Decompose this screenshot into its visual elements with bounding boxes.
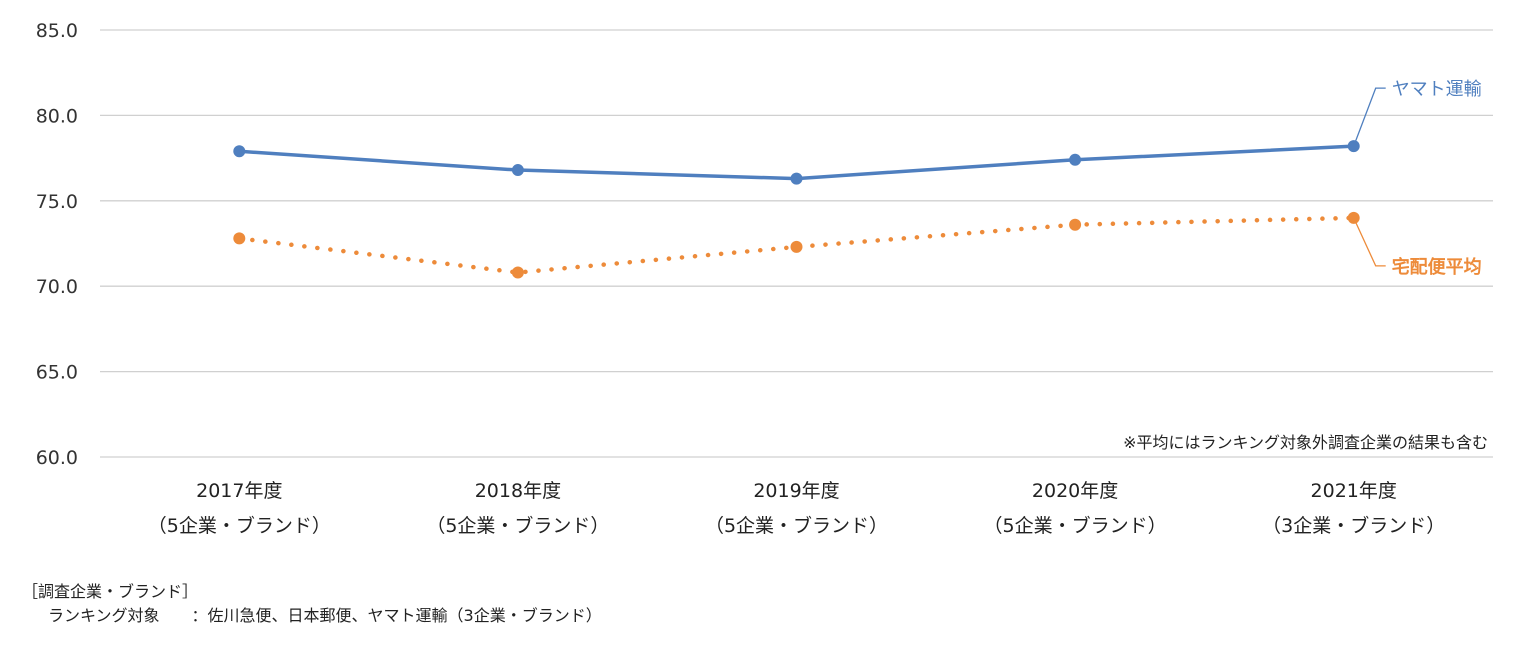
data-point xyxy=(1069,218,1082,231)
data-point xyxy=(790,172,803,185)
x-tick-sublabel: （5企業・ブランド） xyxy=(705,514,888,537)
y-tick-label: 85.0 xyxy=(36,20,78,42)
x-tick-label: 2021年度 xyxy=(1311,480,1397,502)
footer-title: ［調査企業・ブランド］ xyxy=(22,582,199,601)
x-tick-label: 2017年度 xyxy=(196,480,282,502)
data-point xyxy=(511,164,524,177)
y-tick-label: 65.0 xyxy=(36,362,78,384)
footer-line: ランキング対象 ：佐川急便、日本郵便、ヤマト運輸（3企業・ブランド） xyxy=(48,606,602,625)
x-tick-sublabel: （5企業・ブランド） xyxy=(984,514,1167,537)
data-point xyxy=(511,266,524,279)
x-axis: 2017年度 （5企業・ブランド） 2018年度 （5企業・ブランド） 2019年度 （5… xyxy=(148,480,1445,537)
grid-lines xyxy=(100,29,1493,458)
line-chart: 85.0 80.0 75.0 70.0 65.0 60.0 2017年度 （5企業・ブランド… xyxy=(36,20,1493,537)
data-point xyxy=(233,232,246,245)
x-tick-sublabel: （5企業・ブランド） xyxy=(148,514,331,537)
y-tick-label: 75.0 xyxy=(36,191,78,213)
x-tick-label: 2018年度 xyxy=(475,480,561,502)
data-point xyxy=(790,240,803,253)
data-point xyxy=(1069,153,1082,166)
data-point xyxy=(233,145,246,158)
series-label: ヤマト運輸 xyxy=(1392,79,1482,100)
x-tick-sublabel: （3企業・ブランド） xyxy=(1262,514,1445,537)
series-leader-line xyxy=(1353,87,1386,147)
chart-note: ※平均にはランキング対象外調査企業の結果も含む xyxy=(1123,433,1488,452)
y-tick-label: 70.0 xyxy=(36,276,78,298)
y-tick-label: 80.0 xyxy=(36,105,78,127)
series-label: 宅配便平均 xyxy=(1392,256,1482,278)
x-tick-sublabel: （5企業・ブランド） xyxy=(426,514,609,537)
y-tick-label: 60.0 xyxy=(36,447,78,469)
series-leader-line xyxy=(1353,217,1386,267)
x-tick-label: 2019年度 xyxy=(753,480,839,502)
x-tick-label: 2020年度 xyxy=(1032,480,1118,502)
y-axis: 85.0 80.0 75.0 70.0 65.0 60.0 xyxy=(36,20,78,469)
